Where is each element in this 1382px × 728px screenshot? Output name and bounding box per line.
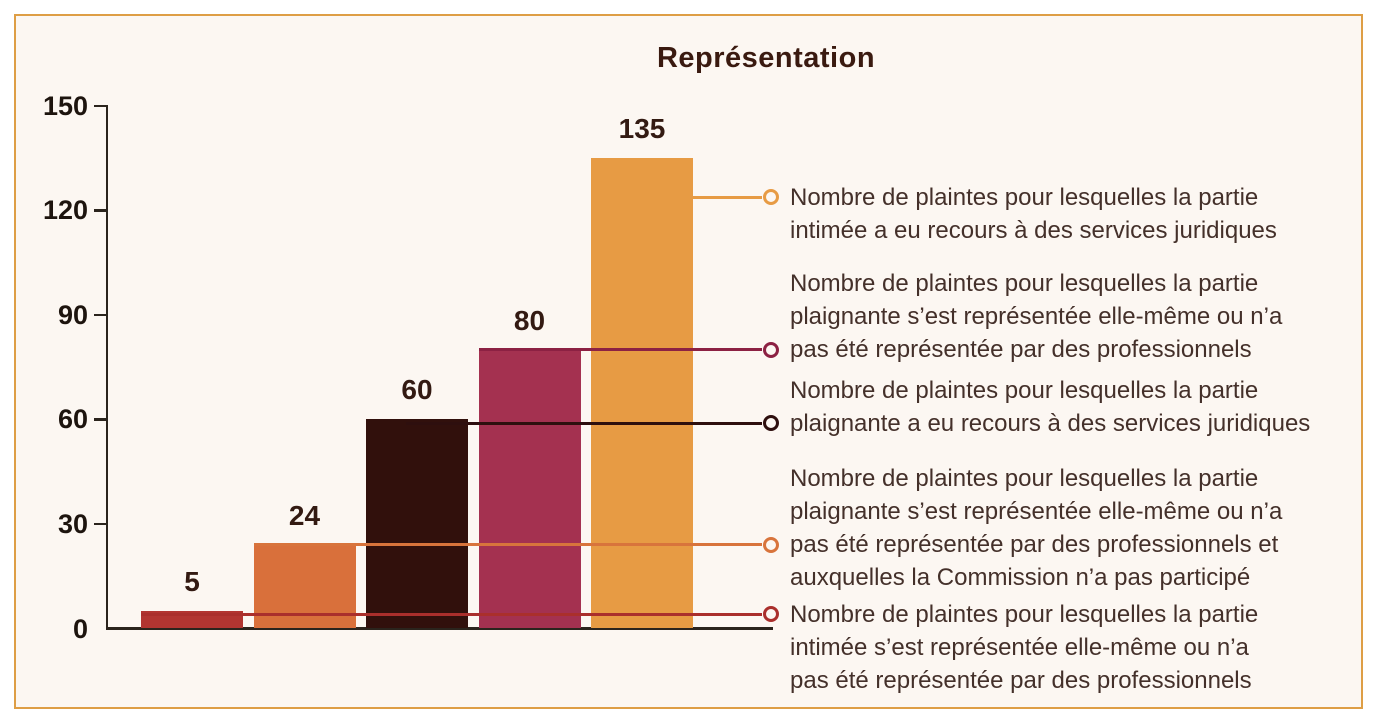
callout-label: Nombre de plaintes pour lesquelles la pa… bbox=[790, 376, 1311, 437]
bar-value-label: 80 bbox=[513, 304, 546, 336]
x-axis-line bbox=[105, 627, 773, 630]
y-tick bbox=[93, 313, 106, 317]
y-tick-label: 120 bbox=[42, 195, 88, 226]
y-tick bbox=[93, 209, 106, 212]
y-tick-label: 150 bbox=[42, 90, 88, 121]
callout-ring-icon bbox=[763, 341, 779, 358]
callout-ring-icon bbox=[763, 536, 779, 553]
callout-ring-icon bbox=[763, 189, 779, 205]
bar-135 bbox=[591, 157, 693, 628]
callout-line bbox=[253, 543, 762, 547]
callout-line bbox=[478, 348, 762, 352]
y-tick-label: 0 bbox=[72, 613, 88, 644]
callout-line bbox=[406, 421, 762, 425]
callout-label: Nombre de plaintes pour lesquelles la pa… bbox=[790, 183, 1277, 244]
bar-80 bbox=[478, 349, 581, 628]
y-tick bbox=[93, 418, 106, 421]
callout-label: Nombre de plaintes pour lesquelles la pa… bbox=[790, 465, 1283, 592]
y-tick-label: 90 bbox=[57, 299, 88, 330]
y-axis-line bbox=[105, 104, 108, 630]
callout-ring-icon bbox=[763, 415, 779, 432]
y-tick bbox=[93, 104, 106, 107]
chart-title: Représentation bbox=[656, 42, 876, 74]
callout-label: Nombre de plaintes pour lesquelles la pa… bbox=[790, 270, 1283, 364]
bar-value-label: 135 bbox=[618, 112, 666, 144]
y-tick-label: 30 bbox=[57, 508, 88, 539]
callout-line bbox=[141, 612, 762, 616]
y-tick bbox=[93, 522, 106, 526]
callout-ring-icon bbox=[763, 606, 779, 623]
bar-value-label: 5 bbox=[184, 566, 200, 598]
bar-60 bbox=[366, 419, 468, 628]
bar-value-label: 24 bbox=[288, 499, 321, 531]
callout-label: Nombre de plaintes pour lesquelles la pa… bbox=[790, 600, 1259, 694]
bar-value-label: 60 bbox=[401, 374, 433, 406]
callout-line bbox=[692, 195, 762, 199]
y-tick-label: 60 bbox=[57, 404, 88, 435]
